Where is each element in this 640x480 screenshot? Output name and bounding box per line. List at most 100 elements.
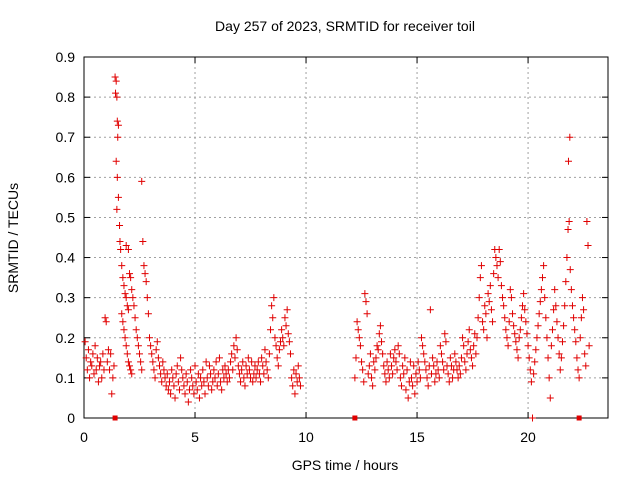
data-point xyxy=(185,386,193,394)
data-point xyxy=(456,370,464,378)
data-point xyxy=(523,330,531,338)
data-point xyxy=(440,366,448,374)
data-point xyxy=(553,318,561,326)
data-point xyxy=(550,306,558,314)
data-point xyxy=(542,314,550,322)
data-point xyxy=(223,378,231,386)
data-point xyxy=(265,350,273,358)
data-point xyxy=(281,314,289,322)
data-point xyxy=(541,294,549,302)
data-point xyxy=(244,354,252,362)
data-point xyxy=(112,89,120,97)
data-point xyxy=(191,362,199,370)
data-point xyxy=(158,378,166,386)
data-point xyxy=(113,117,121,125)
data-point xyxy=(352,354,360,362)
data-point xyxy=(515,334,523,342)
data-point xyxy=(203,374,211,382)
data-point xyxy=(403,366,411,374)
data-point xyxy=(278,326,286,334)
data-point xyxy=(280,342,288,350)
data-point xyxy=(237,378,245,386)
data-point xyxy=(486,282,494,290)
data-point xyxy=(361,290,369,298)
data-point xyxy=(463,350,471,358)
data-point xyxy=(522,318,530,326)
data-point xyxy=(106,366,114,374)
data-point xyxy=(494,274,502,282)
data-point xyxy=(292,370,300,378)
data-point xyxy=(401,354,409,362)
data-point xyxy=(516,326,524,334)
data-point xyxy=(482,310,490,318)
data-point xyxy=(513,346,521,354)
data-point xyxy=(455,362,463,370)
data-point xyxy=(503,334,511,342)
data-point xyxy=(481,302,489,310)
data-point xyxy=(435,374,443,382)
data-point xyxy=(128,286,136,294)
data-point xyxy=(470,342,478,350)
data-point xyxy=(445,378,453,386)
data-point xyxy=(137,358,145,366)
data-point xyxy=(431,378,439,386)
data-point xyxy=(534,322,542,330)
data-point xyxy=(381,370,389,378)
data-point xyxy=(561,302,569,310)
data-point xyxy=(580,306,588,314)
data-point xyxy=(127,366,135,374)
data-point xyxy=(460,342,468,350)
data-point xyxy=(554,334,562,342)
data-point xyxy=(127,274,135,282)
data-point xyxy=(121,290,129,298)
data-point xyxy=(114,133,122,141)
data-point xyxy=(524,342,532,350)
data-point xyxy=(131,314,139,322)
data-point xyxy=(211,374,219,382)
data-point xyxy=(451,350,459,358)
data-point xyxy=(204,382,212,390)
data-point xyxy=(471,330,479,338)
data-points xyxy=(81,73,593,422)
data-point xyxy=(102,318,110,326)
data-point xyxy=(375,330,383,338)
data-point xyxy=(530,370,538,378)
data-point xyxy=(446,354,454,362)
data-point xyxy=(146,334,153,342)
data-point xyxy=(134,342,142,350)
data-point xyxy=(416,374,424,382)
data-point xyxy=(275,346,283,354)
data-point xyxy=(408,374,415,382)
data-point xyxy=(210,366,218,374)
data-point xyxy=(432,370,440,378)
data-point xyxy=(441,330,449,338)
data-point xyxy=(372,354,380,362)
data-point xyxy=(201,390,209,398)
data-point xyxy=(398,382,406,390)
data-point xyxy=(582,362,590,370)
data-point xyxy=(123,302,131,310)
data-point xyxy=(353,318,361,326)
data-point xyxy=(120,282,128,290)
data-point xyxy=(285,338,293,346)
data-point xyxy=(143,294,151,302)
y-axis-label: SRMTID / TECUs xyxy=(5,183,21,293)
data-point xyxy=(252,374,260,382)
data-point xyxy=(402,386,410,394)
y-tick-label: 0.3 xyxy=(56,290,76,306)
data-point xyxy=(552,302,560,310)
data-point xyxy=(426,306,434,314)
data-point xyxy=(373,342,381,350)
data-point xyxy=(391,346,399,354)
data-point xyxy=(142,278,150,286)
y-tick-label: 0.5 xyxy=(56,209,76,225)
data-point xyxy=(151,374,159,382)
data-point xyxy=(283,306,291,314)
data-point xyxy=(153,338,161,346)
data-point xyxy=(263,366,271,374)
y-tick-label: 0.6 xyxy=(56,169,76,185)
data-point xyxy=(148,350,156,358)
data-point xyxy=(370,358,378,366)
data-point xyxy=(190,390,198,398)
data-point xyxy=(577,314,585,322)
